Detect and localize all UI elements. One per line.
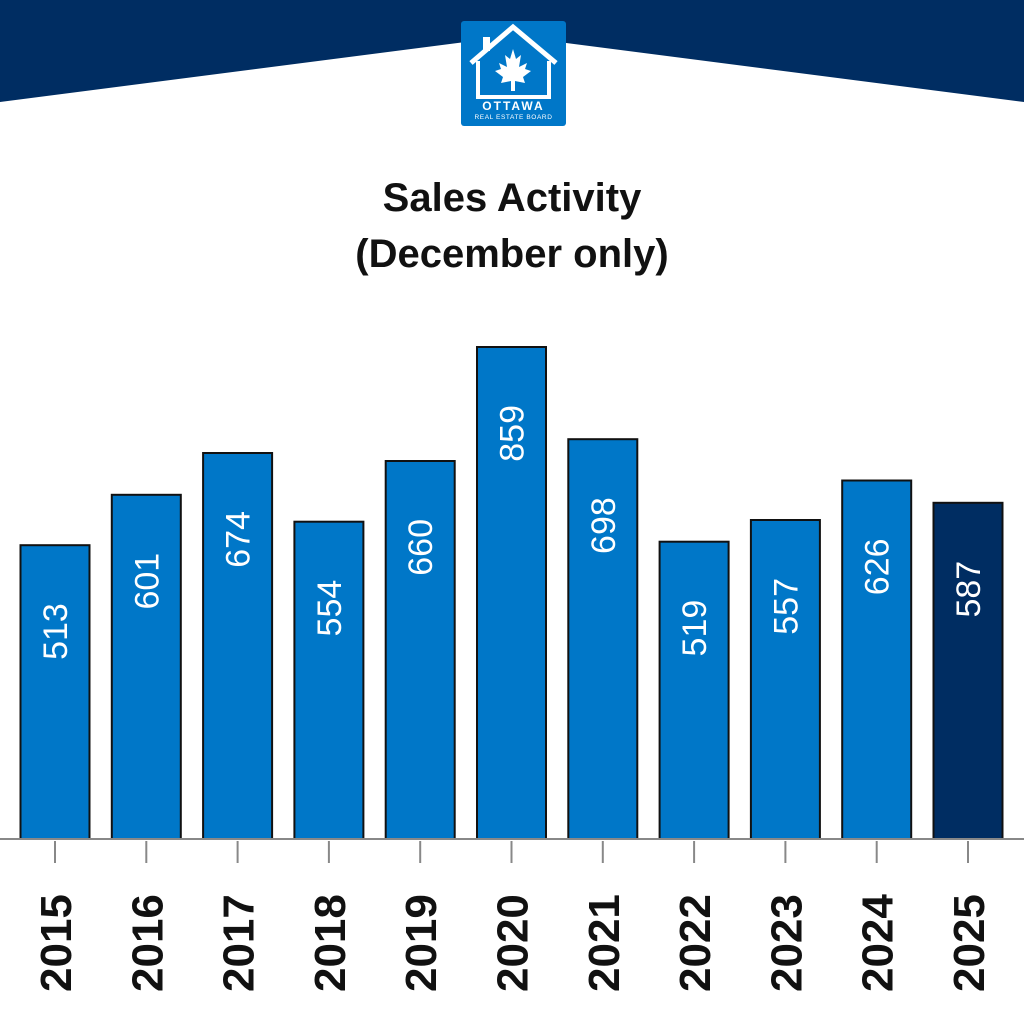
bar-2021 (567, 438, 639, 840)
bar-2019 (384, 460, 456, 840)
x-axis-label-2015: 2015 (32, 894, 81, 992)
bar-value-label-2023: 557 (767, 578, 805, 635)
x-axis-label-2020: 2020 (489, 894, 538, 992)
x-axis-label-2019: 2019 (397, 894, 446, 992)
house-maple-leaf-icon (469, 23, 558, 99)
bar-2016 (110, 493, 182, 840)
bar-value-label-2015: 513 (37, 603, 75, 660)
bar-2022 (658, 540, 730, 840)
bar-2017 (202, 452, 274, 840)
bar-2024 (841, 479, 913, 840)
x-axis-label-2016: 2016 (123, 894, 172, 992)
logo-name: OTTAWA (482, 99, 545, 113)
chart-title: Sales Activity (382, 176, 642, 220)
bar-value-label-2019: 660 (402, 519, 440, 576)
ottawa-real-estate-board-logo: OTTAWA REAL ESTATE BOARD (461, 21, 566, 126)
bar-value-label-2022: 519 (676, 600, 714, 657)
header-banner (0, 0, 1024, 102)
bar-value-label-2020: 859 (494, 405, 532, 462)
x-axis-label-2025: 2025 (945, 894, 994, 992)
bar-value-label-2025: 587 (950, 561, 988, 618)
bar-2023 (749, 519, 821, 840)
logo-subtitle: REAL ESTATE BOARD (474, 114, 553, 121)
bar-value-label-2017: 674 (220, 511, 258, 568)
x-axis-label-2017: 2017 (215, 894, 264, 992)
x-axis-label-2024: 2024 (854, 894, 903, 992)
x-axis-label-2022: 2022 (671, 894, 720, 992)
bar-2025 (932, 501, 1004, 840)
bar-2018 (293, 520, 365, 840)
x-axis-label-2021: 2021 (580, 894, 629, 992)
bar-value-label-2018: 554 (311, 580, 349, 637)
x-axis-label-2023: 2023 (762, 894, 811, 992)
bar-2020 (476, 346, 547, 840)
bar-value-label-2021: 698 (585, 497, 623, 554)
bar-value-label-2016: 601 (128, 553, 166, 610)
chart-subtitle: (December only) (355, 232, 669, 276)
chart-title-block: Sales Activity (December only) (0, 170, 1024, 282)
bar-value-label-2024: 626 (859, 539, 897, 596)
x-axis-label-2018: 2018 (306, 894, 355, 992)
bar-2015 (19, 544, 91, 840)
